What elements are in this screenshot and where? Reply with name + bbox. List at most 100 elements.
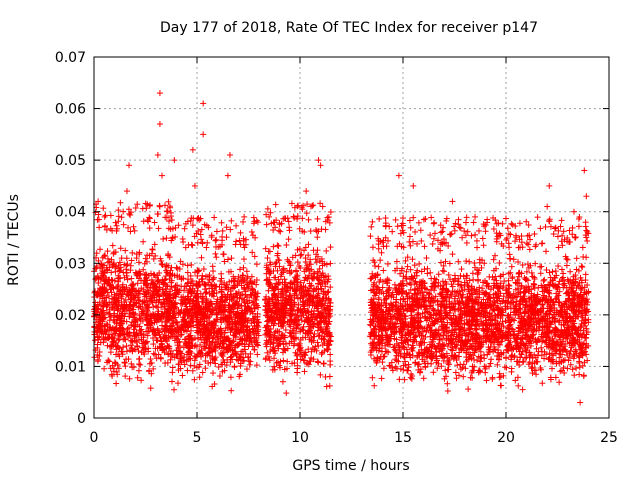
data-point — [458, 266, 465, 273]
data-point — [179, 235, 186, 242]
data-point — [411, 262, 418, 269]
data-point — [156, 203, 163, 210]
data-point — [298, 251, 305, 258]
data-point — [196, 374, 203, 381]
data-point — [318, 351, 325, 358]
data-point — [189, 242, 196, 249]
data-point — [573, 255, 580, 262]
data-point — [556, 379, 563, 386]
data-point — [262, 245, 269, 252]
data-point — [184, 367, 191, 374]
data-point — [539, 380, 546, 387]
data-point — [288, 200, 295, 207]
data-point — [314, 234, 321, 241]
data-point — [248, 228, 255, 235]
data-point — [324, 346, 331, 353]
data-point — [123, 343, 130, 350]
data-point — [483, 377, 490, 384]
data-point — [371, 382, 378, 389]
data-point — [198, 254, 205, 261]
data-point — [455, 258, 462, 265]
data-point — [460, 373, 467, 380]
data-point — [228, 217, 235, 224]
data-point — [560, 364, 567, 371]
data-point — [220, 251, 227, 258]
data-point — [567, 268, 574, 275]
data-point — [274, 242, 281, 249]
data-point — [313, 259, 320, 266]
data-point — [307, 228, 314, 235]
data-point — [281, 215, 288, 222]
data-point — [128, 275, 135, 282]
data-point — [254, 219, 261, 226]
data-point — [101, 213, 108, 220]
data-point — [526, 246, 533, 253]
data-point — [253, 362, 260, 369]
data-point — [107, 212, 114, 219]
data-point — [223, 234, 230, 241]
data-point — [558, 266, 565, 273]
points-layer — [91, 90, 592, 406]
data-point — [137, 361, 144, 368]
data-point — [146, 360, 153, 367]
data-point — [246, 361, 253, 368]
data-point — [182, 244, 189, 251]
data-point — [285, 236, 292, 243]
data-point — [117, 245, 124, 252]
data-point — [327, 244, 334, 251]
data-point — [253, 261, 260, 268]
data-point — [549, 268, 556, 275]
data-point — [104, 248, 111, 255]
data-point — [101, 253, 108, 260]
data-point — [227, 374, 234, 381]
data-point — [142, 255, 149, 262]
data-point — [181, 225, 188, 232]
data-point — [97, 246, 104, 253]
data-point — [576, 358, 583, 365]
data-point — [489, 376, 496, 383]
data-point — [200, 266, 207, 273]
data-point — [118, 214, 125, 221]
data-point — [199, 369, 206, 376]
data-point — [140, 218, 147, 225]
data-point — [515, 258, 522, 265]
data-point — [233, 222, 240, 229]
data-point — [508, 368, 515, 375]
data-point — [219, 227, 226, 234]
data-point — [129, 249, 136, 256]
data-point — [285, 218, 292, 225]
data-point — [169, 364, 176, 371]
data-point — [146, 225, 153, 232]
data-point — [281, 346, 288, 353]
data-point — [120, 208, 127, 215]
data-point — [492, 252, 499, 259]
data-point — [445, 271, 452, 278]
data-point — [151, 219, 158, 226]
data-point — [576, 364, 583, 371]
data-point — [243, 366, 250, 373]
data-point — [165, 198, 172, 205]
data-point — [327, 358, 334, 365]
data-point — [243, 268, 250, 275]
data-point — [145, 287, 152, 294]
data-point — [427, 269, 434, 276]
data-point — [309, 202, 316, 209]
data-point — [173, 318, 180, 325]
data-point — [286, 224, 293, 231]
data-point — [120, 221, 127, 228]
data-point — [488, 356, 495, 363]
data-point — [237, 241, 244, 248]
data-point — [213, 228, 220, 235]
data-point — [514, 374, 521, 381]
data-point — [95, 280, 102, 287]
data-point — [105, 259, 112, 266]
data-point — [466, 258, 473, 265]
data-point — [184, 269, 191, 276]
data-point — [165, 251, 172, 258]
data-point — [150, 304, 157, 311]
data-point — [444, 387, 451, 394]
data-point — [187, 272, 194, 279]
data-point — [578, 263, 585, 270]
chart-title: Day 177 of 2018, Rate Of TEC Index for r… — [160, 20, 538, 36]
data-point — [115, 207, 122, 214]
